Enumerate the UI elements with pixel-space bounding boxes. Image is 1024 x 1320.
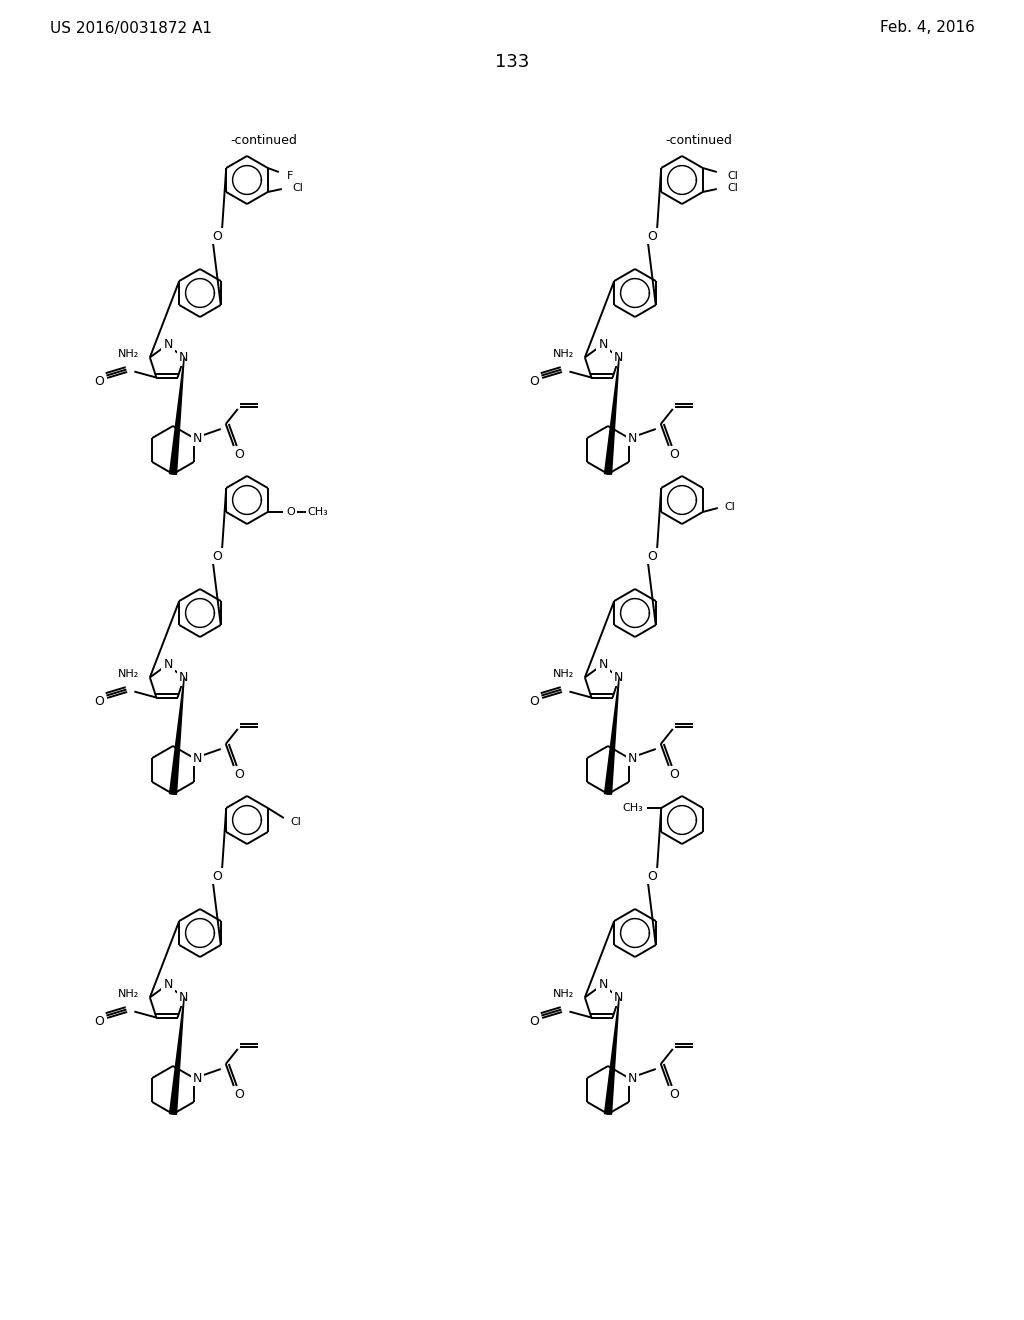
Polygon shape bbox=[604, 358, 620, 474]
Text: Cl: Cl bbox=[727, 172, 738, 181]
Text: -continued: -continued bbox=[230, 133, 297, 147]
Text: N: N bbox=[178, 351, 187, 364]
Text: O: O bbox=[647, 230, 657, 243]
Text: N: N bbox=[194, 1072, 203, 1085]
Text: N: N bbox=[598, 659, 607, 672]
Text: N: N bbox=[163, 978, 173, 991]
Text: O: O bbox=[529, 1015, 540, 1028]
Text: N: N bbox=[613, 671, 623, 684]
Text: NH₂: NH₂ bbox=[118, 348, 139, 359]
Text: O: O bbox=[94, 375, 104, 388]
Text: N: N bbox=[613, 351, 623, 364]
Text: CH₃: CH₃ bbox=[623, 803, 644, 813]
Text: O: O bbox=[94, 696, 104, 708]
Text: O: O bbox=[233, 1088, 244, 1101]
Text: N: N bbox=[628, 1072, 638, 1085]
Text: CH₃: CH₃ bbox=[307, 507, 328, 517]
Text: O: O bbox=[212, 870, 222, 883]
Text: O: O bbox=[647, 549, 657, 562]
Text: N: N bbox=[163, 659, 173, 672]
Text: N: N bbox=[628, 432, 638, 445]
Text: N: N bbox=[178, 671, 187, 684]
Text: N: N bbox=[194, 751, 203, 764]
Text: Cl: Cl bbox=[292, 183, 303, 193]
Text: NH₂: NH₂ bbox=[553, 348, 574, 359]
Polygon shape bbox=[170, 998, 184, 1114]
Text: O: O bbox=[669, 447, 679, 461]
Text: NH₂: NH₂ bbox=[553, 989, 574, 998]
Text: NH₂: NH₂ bbox=[553, 668, 574, 678]
Text: N: N bbox=[163, 338, 173, 351]
Text: O: O bbox=[647, 870, 657, 883]
Text: N: N bbox=[598, 338, 607, 351]
Text: -continued: -continued bbox=[665, 133, 732, 147]
Text: N: N bbox=[598, 978, 607, 991]
Polygon shape bbox=[170, 358, 184, 474]
Text: O: O bbox=[212, 549, 222, 562]
Text: NH₂: NH₂ bbox=[118, 668, 139, 678]
Text: O: O bbox=[212, 230, 222, 243]
Text: O: O bbox=[233, 447, 244, 461]
Text: N: N bbox=[178, 991, 187, 1005]
Text: US 2016/0031872 A1: US 2016/0031872 A1 bbox=[50, 21, 212, 36]
Polygon shape bbox=[604, 677, 620, 795]
Text: Cl: Cl bbox=[724, 502, 735, 512]
Text: O: O bbox=[233, 767, 244, 780]
Text: O: O bbox=[669, 767, 679, 780]
Text: Cl: Cl bbox=[727, 183, 738, 193]
Text: O: O bbox=[287, 507, 295, 517]
Text: N: N bbox=[613, 991, 623, 1005]
Polygon shape bbox=[170, 677, 184, 795]
Text: 133: 133 bbox=[495, 53, 529, 71]
Polygon shape bbox=[604, 998, 620, 1114]
Text: Cl: Cl bbox=[291, 817, 301, 828]
Text: N: N bbox=[628, 751, 638, 764]
Text: F: F bbox=[287, 172, 293, 181]
Text: O: O bbox=[529, 696, 540, 708]
Text: Feb. 4, 2016: Feb. 4, 2016 bbox=[880, 21, 975, 36]
Text: NH₂: NH₂ bbox=[118, 989, 139, 998]
Text: O: O bbox=[529, 375, 540, 388]
Text: O: O bbox=[669, 1088, 679, 1101]
Text: O: O bbox=[94, 1015, 104, 1028]
Text: N: N bbox=[194, 432, 203, 445]
